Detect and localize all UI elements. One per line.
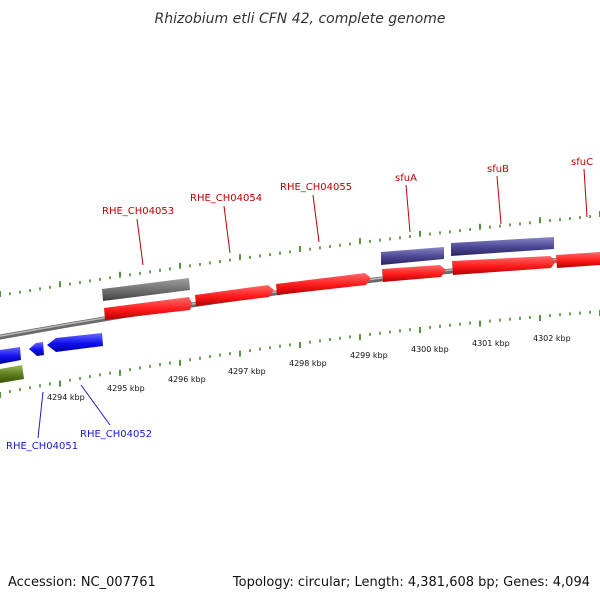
axis-label-4295: 4295 kbp <box>107 384 145 393</box>
leader-rhe-ch04055 <box>312 194 320 243</box>
label-rhe-ch04051[interactable]: RHE_CH04051 <box>6 441 78 452</box>
leader-sfub <box>496 175 502 225</box>
accession-text: Accession: NC_007761 <box>8 575 156 590</box>
cds-sfuc[interactable] <box>556 252 600 268</box>
label-rhe-ch04053[interactable]: RHE_CH04053 <box>102 206 174 217</box>
leader-rhe-ch04052 <box>80 384 111 426</box>
label-sfub[interactable]: sfuB <box>487 164 509 175</box>
genome-summary-text: Topology: circular; Length: 4,381,608 bp… <box>232 575 590 590</box>
forward-tick-marks <box>0 211 600 297</box>
axis-label-4300: 4300 kbp <box>411 345 449 354</box>
label-rhe-ch04052[interactable]: RHE_CH04052 <box>80 429 152 440</box>
cds-sfua[interactable] <box>382 265 446 282</box>
axis-label-4294: 4294 kbp <box>47 393 85 402</box>
axis-label-4296: 4296 kbp <box>168 375 206 384</box>
leader-sfua <box>405 184 411 233</box>
axis-label-4301: 4301 kbp <box>472 339 510 348</box>
feature-rhe-ch04051[interactable] <box>0 365 24 383</box>
feature-rhe-ch04053[interactable] <box>102 278 190 301</box>
feature-sfub[interactable] <box>451 237 554 256</box>
cds-sfub[interactable] <box>452 256 556 275</box>
forward-outer-features <box>102 237 554 301</box>
cds-rhe-ch04055[interactable] <box>276 273 371 295</box>
cds-rhe-ch04054[interactable] <box>195 285 274 306</box>
axis-label-4302: 4302 kbp <box>533 334 571 343</box>
leader-rhe-ch04053 <box>136 218 144 266</box>
forward-inner-features <box>104 252 600 320</box>
reverse-features <box>0 333 103 383</box>
feature-reverse-1[interactable] <box>0 347 21 364</box>
axis-label-4299: 4299 kbp <box>350 351 388 360</box>
leader-sfuc <box>583 168 588 218</box>
leader-rhe-ch04054 <box>223 205 231 254</box>
leader-rhe-ch04051 <box>37 391 44 439</box>
label-rhe-ch04054[interactable]: RHE_CH04054 <box>190 193 262 204</box>
label-sfuc[interactable]: sfuC <box>571 157 593 168</box>
cds-rhe-ch04053[interactable] <box>104 297 192 320</box>
feature-sfua[interactable] <box>381 247 444 265</box>
reverse-tick-marks <box>0 310 600 398</box>
map-title: Rhizobium etli CFN 42, complete genome <box>155 11 446 27</box>
feature-reverse-2[interactable] <box>29 342 44 356</box>
axis-labels: 4294 kbp 4295 kbp 4296 kbp 4297 kbp 4298… <box>47 334 571 402</box>
label-rhe-ch04055[interactable]: RHE_CH04055 <box>280 182 352 193</box>
label-sfua[interactable]: sfuA <box>395 173 417 184</box>
label-leader-lines <box>37 168 588 439</box>
axis-label-4297: 4297 kbp <box>228 367 266 376</box>
feature-rhe-ch04052[interactable] <box>47 333 103 352</box>
axis-label-4298: 4298 kbp <box>289 359 327 368</box>
gene-labels: RHE_CH04053 RHE_CH04054 RHE_CH04055 sfuA… <box>6 157 593 452</box>
